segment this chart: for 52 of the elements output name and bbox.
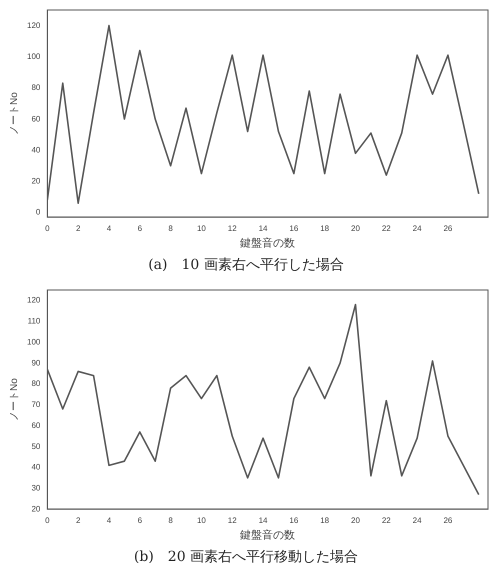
x-tick-label: 20	[351, 516, 360, 526]
y-tick-label: 100	[26, 337, 41, 346]
x-tick-label: 18	[320, 224, 330, 234]
y-tick-label: 60	[31, 114, 41, 124]
text: (b) 20 画素右へ平行移動した場合	[132, 548, 360, 567]
y-tick-label: 30	[31, 484, 41, 493]
x-tick-label: 24	[412, 516, 422, 526]
y-axis-title: ノートNo	[8, 378, 20, 421]
y-tick-label: 90	[31, 358, 41, 368]
y-tick-label: 80	[31, 83, 41, 92]
x-tick-label: 14	[258, 224, 268, 234]
x-tick-label: 12	[228, 516, 238, 526]
x-tick-label: 8	[168, 516, 174, 526]
y-tick-label: 0	[36, 208, 41, 217]
y-tick-label: 40	[31, 145, 41, 154]
y-tick-label: 60	[31, 420, 41, 430]
x-tick-label: 20	[351, 224, 360, 234]
x-tick-label: 6	[138, 516, 143, 526]
x-tick-label: 0	[45, 516, 50, 526]
y-tick-label: 20	[31, 504, 41, 514]
y-tick-label: 80	[31, 379, 41, 388]
y-tick-label: 110	[28, 316, 41, 326]
x-tick-label: 2	[76, 224, 81, 234]
x-tick-label: 14	[258, 516, 268, 526]
y-axis-title: ノートNo	[8, 92, 20, 135]
x-tick-label: 24	[412, 224, 422, 234]
x-tick-label: 16	[289, 516, 299, 526]
x-tick-label: 4	[106, 224, 112, 234]
text: (a) 10 画素右へ平行した場合	[147, 256, 345, 275]
x-tick-label: 22	[382, 224, 392, 234]
x-tick-label: 26	[443, 224, 453, 234]
x-tick-label: 10	[196, 224, 206, 234]
y-tick-label: 40	[31, 462, 41, 472]
y-tick-label: 100	[26, 52, 41, 61]
x-tick-label: 2	[76, 516, 81, 526]
y-tick-label: 120	[26, 20, 41, 30]
x-tick-label: 18	[320, 516, 330, 526]
x-axis-title: 鍵盤音の数	[240, 528, 296, 542]
y-tick-label: 50	[31, 442, 41, 451]
x-tick-label: 4	[106, 516, 112, 526]
x-axis-title: 鍵盤音の数	[240, 236, 296, 250]
x-tick-label: 22	[382, 516, 392, 526]
x-tick-label: 16	[289, 224, 299, 234]
x-tick-label: 26	[443, 516, 453, 526]
x-tick-label: 10	[196, 516, 206, 526]
y-tick-label: 120	[26, 296, 41, 305]
x-tick-label: 8	[168, 224, 174, 234]
y-tick-label: 20	[31, 176, 41, 186]
x-tick-label: 12	[228, 224, 238, 234]
y-tick-label: 70	[31, 400, 41, 410]
x-tick-label: 6	[138, 224, 143, 234]
x-tick-label: 0	[45, 224, 50, 234]
